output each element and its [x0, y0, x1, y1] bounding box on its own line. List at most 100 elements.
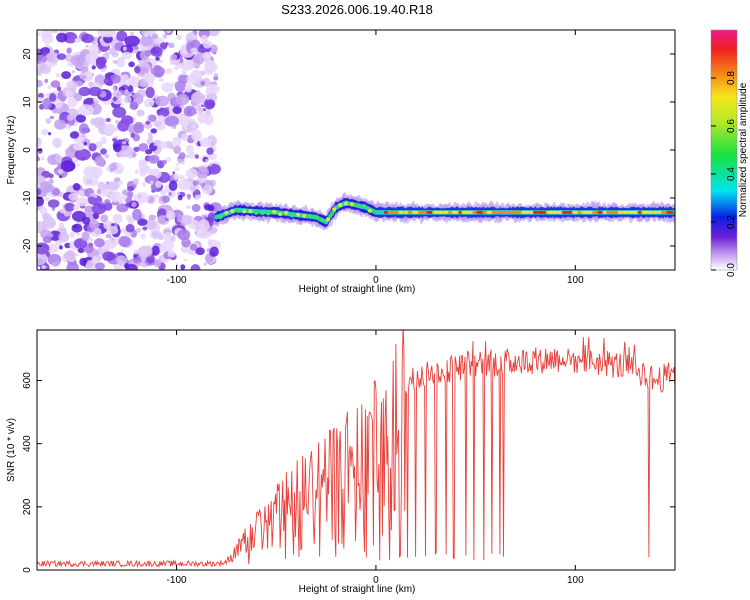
noise-blob — [42, 50, 48, 57]
noise-blob — [56, 53, 67, 60]
spectrogram-y-ticks: -20 -10 0 10 20 — [22, 48, 675, 253]
noise-blob — [131, 201, 137, 208]
noise-blob — [190, 69, 203, 81]
noise-blob — [158, 59, 164, 64]
noise-blob — [150, 128, 158, 134]
signal-peak — [236, 208, 241, 213]
snr-y-label: SNR (10 * v/v) — [6, 418, 17, 482]
noise-blob — [86, 179, 92, 185]
noise-blob — [88, 81, 94, 87]
noise-blob — [45, 118, 51, 124]
noise-blob — [41, 156, 45, 161]
noise-blob — [165, 30, 172, 34]
noise-blob — [133, 121, 145, 134]
noise-blob — [132, 257, 142, 264]
noise-blob — [126, 190, 134, 199]
noise-blob — [142, 226, 148, 231]
noise-blob — [133, 249, 139, 255]
noise-blob — [145, 86, 155, 99]
snr-x-label: Height of straight line (km) — [299, 584, 416, 595]
noise-blob — [184, 258, 188, 262]
signal-peak — [511, 210, 520, 214]
noise-blob — [138, 143, 149, 152]
chart-title: S233.2026.006.19.40.R18 — [281, 2, 433, 17]
noise-blob — [165, 210, 176, 221]
noise-blob — [161, 240, 175, 252]
noise-blob — [189, 243, 198, 251]
noise-blob — [56, 32, 68, 43]
noise-blob — [173, 145, 181, 155]
signal-peak — [383, 210, 389, 214]
noise-blob — [88, 176, 99, 187]
noise-blob — [153, 69, 164, 78]
noise-blob — [69, 231, 76, 239]
noise-blob — [139, 79, 148, 88]
signal-peak — [224, 210, 229, 215]
noise-blob — [80, 66, 89, 74]
noise-blob — [40, 30, 49, 39]
noise-blob — [105, 117, 111, 123]
signal-peak — [646, 210, 654, 214]
noise-blob — [48, 173, 54, 179]
y-tick-label: 20 — [22, 48, 33, 60]
noise-blob — [94, 155, 105, 167]
noise-blob — [148, 214, 157, 221]
noise-blob — [131, 153, 136, 157]
y-tick-label: 0 — [22, 567, 33, 573]
x-tick-label: 100 — [567, 275, 584, 286]
signal-peak — [437, 210, 445, 214]
noise-blob — [185, 168, 198, 179]
noise-blob — [122, 140, 127, 145]
noise-blob — [97, 30, 109, 37]
noise-blob — [140, 35, 154, 47]
noise-blob — [203, 63, 215, 75]
noise-blob — [116, 56, 126, 68]
noise-blob — [178, 152, 186, 160]
snr-x-ticks: -100 0 100 — [167, 330, 584, 586]
noise-blob — [95, 56, 107, 65]
noise-blob — [199, 137, 212, 148]
signal-peak — [284, 210, 289, 215]
noise-blob — [207, 239, 214, 246]
signal-peak — [242, 209, 247, 214]
noise-blob — [137, 218, 148, 226]
noise-blob — [194, 154, 199, 159]
noise-blob — [161, 82, 174, 93]
noise-blob — [181, 214, 192, 226]
signal-peak — [314, 215, 319, 220]
noise-blob — [210, 48, 215, 53]
noise-blob — [151, 245, 160, 256]
noise-blob — [93, 194, 98, 198]
snr-series-line — [37, 330, 675, 569]
noise-blob — [172, 136, 182, 147]
noise-blob — [94, 230, 100, 235]
noise-blob — [49, 115, 55, 120]
noise-blob — [76, 163, 80, 167]
noise-blob — [204, 159, 209, 163]
noise-blob — [168, 42, 175, 48]
noise-blob — [170, 60, 174, 65]
noise-blob — [91, 203, 107, 215]
spectrogram-x-ticks: -100 0 100 — [167, 30, 584, 286]
signal-peak — [571, 210, 579, 214]
noise-blob — [172, 106, 182, 114]
noise-blob — [176, 34, 182, 41]
signal-peak — [320, 218, 325, 223]
noise-blob — [153, 194, 159, 199]
signal-peak — [368, 208, 372, 213]
noise-blob — [138, 73, 143, 77]
noise-blob — [42, 98, 52, 110]
noise-blob — [85, 44, 89, 48]
noise-blob — [89, 166, 103, 178]
noise-blob — [168, 180, 178, 191]
noise-blob — [67, 97, 78, 108]
noise-blob — [207, 204, 215, 212]
noise-blob — [177, 178, 191, 191]
noise-blob — [70, 55, 85, 66]
noise-blob — [156, 109, 162, 114]
noise-blob — [185, 205, 191, 210]
signal-peak — [332, 207, 337, 212]
noise-blob — [193, 63, 201, 69]
